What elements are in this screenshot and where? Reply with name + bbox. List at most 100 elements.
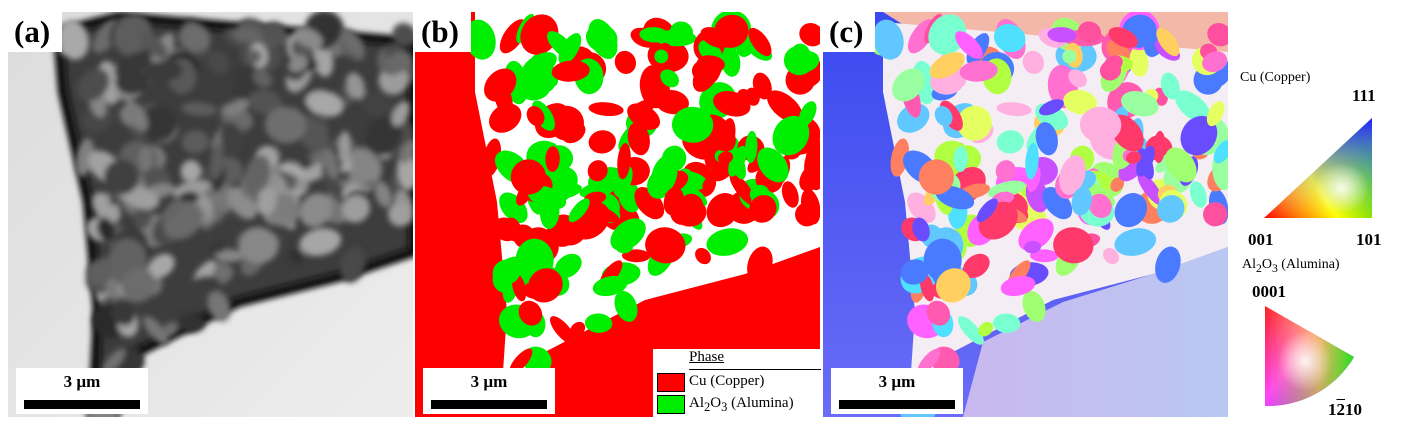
- grain: [77, 68, 110, 102]
- grain: [1180, 115, 1218, 156]
- phase-map-image: [415, 12, 820, 417]
- copper-ipf-triangle: [1264, 118, 1372, 218]
- panel-a-scale-text: 3 µm: [63, 372, 101, 391]
- copper-legend-label: Cu (Copper): [689, 373, 765, 389]
- grain: [1114, 193, 1148, 228]
- grain: [584, 313, 613, 333]
- grain: [520, 14, 559, 55]
- grain: [1071, 186, 1092, 216]
- grain: [374, 181, 392, 208]
- panel-c-scale-line: [839, 400, 955, 409]
- grain: [120, 268, 156, 303]
- grain: [345, 72, 365, 100]
- panel-c-scale-bar: 3 µm: [831, 368, 963, 414]
- panel-c-orientation-map: (c) 3 µm: [823, 12, 1228, 417]
- panel-b-label: (b): [415, 12, 471, 52]
- panel-a-scale-bar: 3 µm: [16, 368, 148, 414]
- grain: [1206, 101, 1225, 127]
- grain: [545, 146, 560, 172]
- grain: [592, 275, 628, 297]
- grain: [248, 89, 282, 115]
- grain: [1039, 99, 1064, 116]
- grain: [645, 227, 686, 264]
- panel-c-scale-text: 3 µm: [878, 372, 916, 391]
- grain: [306, 91, 344, 117]
- copper-ipf-title: Cu (Copper): [1240, 70, 1311, 85]
- grain: [962, 253, 990, 279]
- grain: [103, 159, 140, 195]
- grain: [215, 249, 244, 263]
- ipf-legend: Cu (Copper) 111 001 101 Al2O3 (Alumina) …: [1232, 0, 1425, 433]
- grain: [1160, 72, 1180, 100]
- grain: [717, 151, 734, 164]
- grain: [976, 198, 998, 223]
- grain: [993, 24, 1026, 53]
- copper-swatch: [657, 373, 685, 392]
- grain: [570, 321, 586, 337]
- grain: [262, 21, 287, 43]
- grain: [1207, 23, 1228, 47]
- grain: [342, 195, 370, 223]
- grain: [934, 105, 953, 127]
- grain: [1059, 155, 1086, 195]
- grain: [209, 240, 226, 254]
- grain: [757, 147, 789, 183]
- grain: [521, 52, 557, 79]
- grain: [549, 316, 576, 345]
- grain: [207, 290, 231, 322]
- phase-legend-title: Phase: [689, 349, 724, 365]
- grain: [799, 23, 820, 47]
- grain: [464, 19, 496, 60]
- grain: [489, 103, 522, 133]
- grain: [766, 90, 803, 123]
- alumina-ipf-sector: [1265, 306, 1354, 407]
- grain: [614, 290, 638, 322]
- grain: [706, 228, 749, 256]
- grain: [299, 228, 342, 256]
- grain: [244, 155, 271, 195]
- grain: [1213, 139, 1228, 164]
- copper-ipf-111: 111: [1352, 86, 1376, 105]
- grain: [264, 106, 307, 143]
- grain: [1088, 193, 1112, 219]
- grain: [142, 105, 177, 141]
- grain: [917, 348, 941, 374]
- grain: [504, 217, 522, 242]
- grain: [207, 50, 230, 74]
- grain: [1165, 147, 1197, 183]
- grain: [392, 23, 413, 47]
- grain: [978, 321, 994, 337]
- grain: [695, 55, 715, 73]
- grain: [178, 24, 211, 53]
- grain: [1024, 240, 1041, 254]
- grain: [996, 130, 1024, 154]
- grain: [1030, 249, 1059, 263]
- grain: [253, 69, 272, 88]
- alumina-legend-label: Al2O3 (Alumina): [689, 395, 794, 414]
- panel-a-label: (a): [8, 12, 63, 52]
- grain: [247, 49, 262, 64]
- orientation-map-image: [823, 12, 1228, 417]
- panel-b-scale-bar: 3 µm: [423, 368, 555, 414]
- grain: [622, 249, 651, 263]
- grain: [322, 172, 349, 206]
- grain: [526, 105, 545, 127]
- grain: [720, 45, 741, 77]
- grain: [588, 130, 616, 154]
- grain: [752, 72, 772, 100]
- grain: [1047, 27, 1077, 43]
- phase-legend-rule: [689, 369, 821, 370]
- grain: [1022, 290, 1046, 322]
- grain: [587, 160, 608, 182]
- grain: [1103, 247, 1119, 265]
- grain: [639, 27, 669, 43]
- grain: [547, 31, 575, 59]
- grain: [527, 268, 563, 303]
- grain: [338, 130, 351, 164]
- grain: [518, 300, 543, 326]
- grain: [654, 49, 669, 64]
- grain: [114, 52, 150, 79]
- grain: [1022, 50, 1045, 74]
- grain: [918, 159, 955, 195]
- grain: [1203, 202, 1228, 227]
